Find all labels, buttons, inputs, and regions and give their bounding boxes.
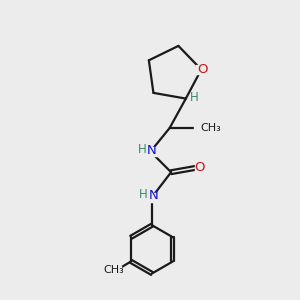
Text: N: N xyxy=(148,189,158,202)
Text: CH₃: CH₃ xyxy=(200,123,221,133)
Bar xyxy=(143,147,158,156)
Text: O: O xyxy=(194,161,204,174)
Text: H: H xyxy=(139,188,148,201)
Bar xyxy=(106,266,121,275)
Bar xyxy=(194,124,206,132)
Text: H: H xyxy=(138,143,147,156)
Bar xyxy=(196,65,206,74)
Bar xyxy=(145,193,159,202)
Text: CH₃: CH₃ xyxy=(103,265,124,275)
Bar xyxy=(195,164,203,172)
Bar xyxy=(190,94,199,103)
Text: O: O xyxy=(197,63,208,76)
Text: N: N xyxy=(147,144,157,157)
Text: H: H xyxy=(190,91,199,103)
